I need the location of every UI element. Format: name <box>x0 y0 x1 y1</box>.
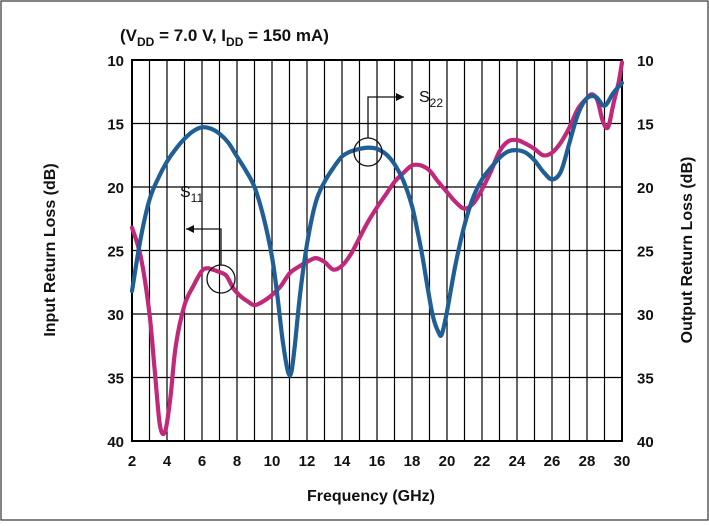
x-tick-label: 8 <box>233 453 241 470</box>
s22-label-main: S <box>419 89 430 106</box>
s22-marker-circle <box>353 137 383 167</box>
x-tick-label: 2 <box>128 453 136 470</box>
plot-area-border <box>131 59 623 442</box>
right-y-tick-label: 35 <box>637 371 654 388</box>
s22-leader-line <box>367 96 404 138</box>
series-line-s11 <box>129 60 625 437</box>
x-tick-label: 14 <box>334 453 351 470</box>
right-y-tick-label: 10 <box>637 53 654 70</box>
right-y-axis-ticks: 10 15 20 25 30 35 40 <box>637 53 654 451</box>
right-y-tick-label: 20 <box>637 180 654 197</box>
x-tick-label: 10 <box>264 453 281 470</box>
title-vdd-sub: DD <box>137 35 155 49</box>
left-y-tick-label: 15 <box>107 117 124 134</box>
s11-annotation: S11 <box>180 184 236 294</box>
left-y-axis-label: Input Return Loss (dB) <box>42 163 59 336</box>
x-tick-label: 18 <box>404 453 421 470</box>
left-y-tick-label: 35 <box>107 371 124 388</box>
title-vdd-val: = 7.0 V, I <box>154 26 226 45</box>
left-y-tick-label: 20 <box>107 180 124 197</box>
s11-label: S11 <box>180 184 203 205</box>
s22-annotation: S22 <box>353 89 443 167</box>
s22-label: S22 <box>419 89 443 110</box>
left-y-tick-label: 10 <box>107 53 124 70</box>
right-y-tick-label: 30 <box>637 307 654 324</box>
s11-leader-line <box>186 228 222 265</box>
s22-arrowhead <box>396 93 404 101</box>
x-axis-label: Frequency (GHz) <box>307 488 435 505</box>
x-tick-label: 4 <box>163 453 172 470</box>
left-y-axis-ticks: 10 15 20 25 30 35 40 <box>107 53 124 451</box>
s11-arrowhead <box>186 225 194 233</box>
s11-label-sub: 11 <box>191 191 204 205</box>
s11-label-main: S <box>180 184 191 201</box>
right-y-tick-label: 25 <box>637 244 654 261</box>
title-idd-sub: DD <box>226 35 244 49</box>
x-tick-label: 6 <box>198 453 206 470</box>
right-y-tick-label: 15 <box>637 117 654 134</box>
right-y-tick-label: 40 <box>637 434 654 451</box>
s22-label-sub: 22 <box>430 96 444 110</box>
x-tick-label: 24 <box>509 453 526 470</box>
x-tick-label: 20 <box>439 453 456 470</box>
x-axis-ticks: 2 4 6 8 10 12 14 16 18 20 22 24 26 28 30 <box>128 453 631 470</box>
left-y-tick-label: 25 <box>107 244 124 261</box>
grid <box>131 59 623 442</box>
title-open: (V <box>120 26 138 45</box>
left-y-tick-label: 40 <box>107 434 124 451</box>
x-tick-label: 28 <box>579 453 596 470</box>
series-line-s22 <box>129 80 625 378</box>
series-layer <box>129 60 625 437</box>
x-tick-label: 22 <box>474 453 491 470</box>
x-tick-label: 12 <box>299 453 316 470</box>
left-y-tick-label: 30 <box>107 307 124 324</box>
x-tick-label: 26 <box>544 453 561 470</box>
chart-title: (VDD = 7.0 V, IDD = 150 mA) <box>120 26 329 49</box>
right-y-axis-label: Output Return Loss (dB) <box>679 157 696 344</box>
title-idd-val: = 150 mA) <box>243 26 329 45</box>
x-tick-label: 30 <box>614 453 631 470</box>
x-tick-label: 16 <box>369 453 386 470</box>
